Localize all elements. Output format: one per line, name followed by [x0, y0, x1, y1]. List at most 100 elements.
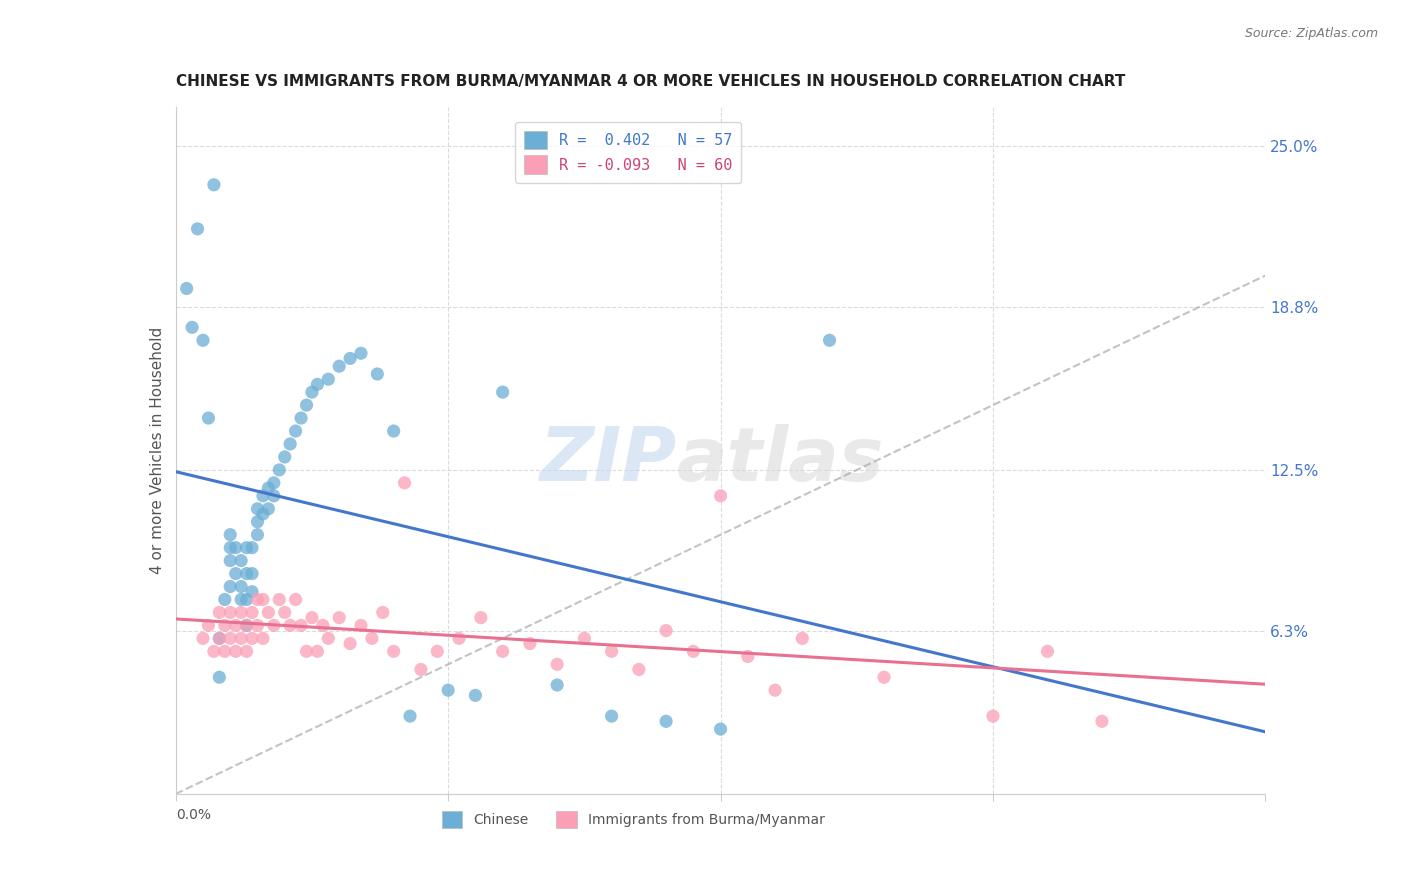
Point: [225, 566, 247, 581]
Point: [208, 632, 231, 646]
Point: [231, 592, 253, 607]
Point: [240, 566, 263, 581]
Point: [231, 553, 253, 567]
Point: [208, 606, 231, 620]
Point: [235, 541, 257, 555]
Point: [246, 527, 269, 541]
Point: [1091, 714, 1114, 729]
Point: [360, 632, 382, 646]
Point: [328, 610, 350, 624]
Point: [627, 663, 650, 677]
Point: [246, 618, 269, 632]
Point: [274, 450, 297, 464]
Point: [214, 592, 236, 607]
Point: [219, 606, 242, 620]
Point: [290, 411, 312, 425]
Point: [246, 501, 269, 516]
Point: [263, 489, 285, 503]
Point: [197, 411, 219, 425]
Point: [246, 515, 269, 529]
Point: [269, 463, 291, 477]
Point: [214, 618, 236, 632]
Point: [366, 367, 388, 381]
Point: [312, 618, 335, 632]
Point: [519, 636, 541, 650]
Point: [600, 709, 623, 723]
Legend: Chinese, Immigrants from Burma/Myanmar: Chinese, Immigrants from Burma/Myanmar: [434, 805, 832, 835]
Point: [737, 649, 759, 664]
Point: [225, 618, 247, 632]
Point: [655, 714, 678, 729]
Text: ZIP: ZIP: [540, 425, 678, 497]
Point: [301, 610, 323, 624]
Point: [208, 632, 231, 646]
Point: [246, 592, 269, 607]
Text: CHINESE VS IMMIGRANTS FROM BURMA/MYANMAR 4 OR MORE VEHICLES IN HOUSEHOLD CORRELA: CHINESE VS IMMIGRANTS FROM BURMA/MYANMAR…: [176, 74, 1125, 89]
Point: [235, 618, 257, 632]
Point: [655, 624, 678, 638]
Point: [339, 351, 361, 366]
Point: [295, 644, 318, 658]
Point: [470, 610, 492, 624]
Point: [225, 541, 247, 555]
Point: [235, 644, 257, 658]
Text: 0.0%: 0.0%: [176, 807, 211, 822]
Point: [225, 644, 247, 658]
Point: [763, 683, 786, 698]
Point: [318, 372, 340, 386]
Point: [202, 644, 225, 658]
Point: [191, 632, 214, 646]
Point: [546, 657, 568, 672]
Point: [339, 636, 361, 650]
Point: [600, 644, 623, 658]
Point: [464, 689, 486, 703]
Point: [426, 644, 449, 658]
Point: [202, 178, 225, 192]
Point: [231, 606, 253, 620]
Point: [235, 566, 257, 581]
Point: [409, 663, 432, 677]
Point: [240, 541, 263, 555]
Point: [219, 527, 242, 541]
Point: [176, 281, 198, 295]
Point: [318, 632, 340, 646]
Point: [574, 632, 596, 646]
Point: [252, 632, 274, 646]
Point: [240, 584, 263, 599]
Point: [274, 606, 297, 620]
Text: atlas: atlas: [678, 425, 884, 497]
Point: [307, 644, 329, 658]
Point: [284, 592, 307, 607]
Point: [399, 709, 422, 723]
Point: [240, 632, 263, 646]
Point: [437, 683, 460, 698]
Point: [394, 475, 416, 490]
Point: [197, 618, 219, 632]
Point: [240, 606, 263, 620]
Point: [284, 424, 307, 438]
Point: [186, 222, 209, 236]
Point: [263, 475, 285, 490]
Point: [382, 644, 405, 658]
Point: [371, 606, 394, 620]
Point: [231, 632, 253, 646]
Point: [710, 489, 733, 503]
Point: [328, 359, 350, 374]
Point: [235, 592, 257, 607]
Point: [269, 592, 291, 607]
Point: [546, 678, 568, 692]
Point: [252, 489, 274, 503]
Point: [235, 618, 257, 632]
Point: [208, 670, 231, 684]
Point: [710, 722, 733, 736]
Point: [231, 580, 253, 594]
Point: [219, 541, 242, 555]
Point: [219, 632, 242, 646]
Point: [181, 320, 204, 334]
Point: [219, 553, 242, 567]
Point: [818, 334, 841, 348]
Point: [350, 618, 373, 632]
Point: [301, 385, 323, 400]
Point: [792, 632, 814, 646]
Point: [492, 385, 515, 400]
